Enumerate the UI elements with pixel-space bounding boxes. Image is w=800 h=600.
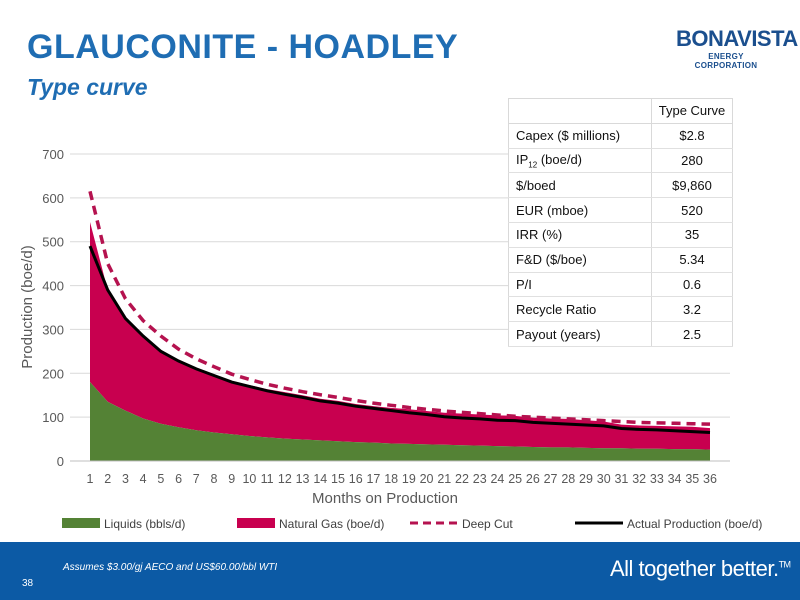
label-subscript: 12	[528, 160, 538, 170]
table-row: IP12 (boe/d) 280	[508, 148, 733, 174]
x-tick-label: 29	[579, 472, 593, 486]
page-number: 38	[22, 578, 34, 589]
x-tick-label: 17	[366, 472, 380, 486]
table-row-value: $9,860	[651, 172, 733, 199]
y-tick-label: 400	[42, 279, 64, 294]
x-tick-label: 27	[544, 472, 558, 486]
table-row-label: Payout (years)	[508, 321, 652, 347]
x-axis-title: Months on Production	[312, 490, 458, 507]
series-area-natural-gas	[90, 221, 710, 450]
tagline-text: All together better.	[610, 556, 779, 581]
series-line-actual-production	[88, 245, 711, 434]
legend-label: Liquids (bbls/d)	[104, 517, 185, 531]
table-row-value: 3.2	[651, 296, 733, 323]
table-header-label: Type Curve	[651, 98, 733, 124]
type-curve-table: Type Curve Capex ($ millions) $2.8 IP12 (bo…	[508, 98, 733, 347]
page-subtitle: Type curve	[27, 74, 148, 100]
table-row: P/I 0.6	[508, 272, 733, 298]
series-area-liquids	[90, 382, 710, 461]
x-tick-label: 26	[526, 472, 540, 486]
x-tick-label: 15	[331, 472, 345, 486]
footnote: Assumes $3.00/gj AECO and US$60.00/bbl W…	[63, 562, 278, 573]
x-tick-label: 21	[437, 472, 451, 486]
x-tick-label: 22	[455, 472, 469, 486]
page-title: GLAUCONITE - HOADLEY	[27, 28, 459, 66]
table-row-value: 35	[651, 222, 733, 248]
x-tick-label: 33	[650, 472, 664, 486]
logo-name: BONAVISTA	[676, 26, 798, 51]
x-tick-label: 30	[597, 472, 611, 486]
x-tick-label: 10	[242, 472, 256, 486]
table-row-value: $2.8	[651, 123, 733, 149]
legend-label: Actual Production (boe/d)	[627, 517, 762, 531]
x-tick-label: 16	[349, 472, 363, 486]
x-tick-label: 6	[175, 472, 182, 486]
table-row-label: Recycle Ratio	[508, 296, 652, 323]
x-tick-label: 25	[508, 472, 522, 486]
y-tick-label: 600	[42, 191, 64, 206]
table-row: $/boed $9,860	[508, 172, 733, 199]
x-tick-label: 32	[632, 472, 646, 486]
table-row: EUR (mboe) 520	[508, 197, 733, 223]
x-tick-label: 9	[228, 472, 235, 486]
table-row-label: EUR (mboe)	[508, 197, 652, 223]
table-row-value: 0.6	[651, 272, 733, 298]
x-tick-label: 1	[87, 472, 94, 486]
x-tick-label: 14	[313, 472, 327, 486]
x-tick-label: 7	[193, 472, 200, 486]
table-row-value: 2.5	[651, 321, 733, 347]
table-row: Capex ($ millions) $2.8	[508, 123, 733, 149]
footer-bar: Assumes $3.00/gj AECO and US$60.00/bbl W…	[0, 542, 800, 600]
x-tick-label: 8	[211, 472, 218, 486]
x-tick-label: 28	[561, 472, 575, 486]
x-tick-label: 23	[473, 472, 487, 486]
x-tick-label: 5	[157, 472, 164, 486]
y-tick-label: 100	[42, 410, 64, 425]
table-row-label: P/I	[508, 272, 652, 298]
x-tick-label: 24	[490, 472, 504, 486]
table-row-label: $/boed	[508, 172, 652, 199]
x-tick-label: 3	[122, 472, 129, 486]
table-row-value: 5.34	[651, 247, 733, 273]
x-tick-label: 36	[703, 472, 717, 486]
y-tick-label: 0	[57, 454, 64, 469]
logo-tagline: ENERGY CORPORATION	[694, 52, 758, 70]
x-tick-label: 18	[384, 472, 398, 486]
footer-tagline: All together better.TM	[610, 556, 791, 582]
table-row-label: F&D ($/boe)	[508, 247, 652, 273]
legend-label: Deep Cut	[462, 517, 513, 531]
table-row-label: Capex ($ millions)	[508, 123, 652, 149]
x-tick-label: 19	[402, 472, 416, 486]
table-row: Recycle Ratio 3.2	[508, 296, 733, 323]
x-tick-label: 4	[140, 472, 147, 486]
y-tick-label: 200	[42, 366, 64, 381]
y-tick-label: 500	[42, 235, 64, 250]
x-tick-label: 34	[668, 472, 682, 486]
table-header-blank	[508, 98, 652, 124]
table-row-value: 520	[651, 197, 733, 223]
legend-swatch	[237, 518, 275, 528]
table-header-row: Type Curve	[508, 98, 733, 124]
x-tick-label: 31	[614, 472, 628, 486]
table-row: F&D ($/boe) 5.34	[508, 247, 733, 273]
trademark-mark: TM	[778, 559, 792, 570]
y-tick-label: 700	[42, 147, 64, 162]
x-tick-label: 12	[278, 472, 292, 486]
company-logo: BONAVISTA ENERGY CORPORATION	[676, 26, 798, 71]
x-tick-label: 35	[685, 472, 699, 486]
legend-label: Natural Gas (boe/d)	[279, 517, 384, 531]
x-tick-label: 13	[296, 472, 310, 486]
x-tick-label: 20	[420, 472, 434, 486]
table-row: IRR (%) 35	[508, 222, 733, 248]
table-row-label: IRR (%)	[508, 222, 652, 248]
x-tick-label: 2	[104, 472, 111, 486]
table-row-label: IP12 (boe/d)	[508, 148, 652, 174]
y-tick-label: 300	[42, 322, 64, 337]
y-axis-title: Production (boe/d)	[19, 245, 36, 368]
x-tick-label: 11	[261, 472, 274, 486]
table-row-value: 280	[651, 148, 733, 174]
table-row: Payout (years) 2.5	[508, 321, 733, 347]
legend-swatch	[62, 518, 100, 528]
